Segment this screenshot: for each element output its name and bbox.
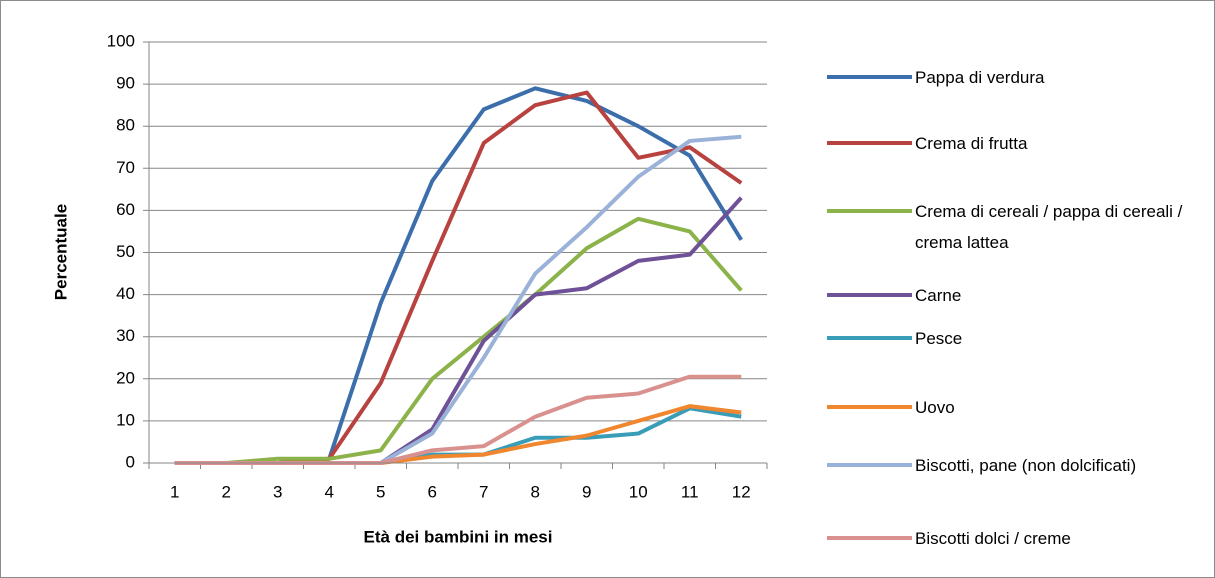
x-tick-label: 1 bbox=[170, 482, 179, 501]
y-tick-label: 0 bbox=[126, 452, 135, 471]
series-line bbox=[174, 216, 743, 465]
x-tick-label: 4 bbox=[325, 482, 334, 501]
y-tick-label: 50 bbox=[116, 242, 135, 261]
y-tick-label: 60 bbox=[116, 200, 135, 219]
x-axis-title: Età dei bambini in mesi bbox=[364, 527, 553, 546]
y-tick-label: 90 bbox=[116, 74, 135, 93]
y-tick-label: 70 bbox=[116, 158, 135, 177]
legend-label: Crema di cereali / pappa di cereali / cr… bbox=[915, 201, 1183, 252]
x-tick-label: 6 bbox=[428, 482, 437, 501]
y-tick-label: 10 bbox=[116, 410, 135, 429]
y-axis-title: Percentuale bbox=[51, 204, 70, 300]
y-tick-label: 30 bbox=[116, 326, 135, 345]
legend-label: Carne bbox=[915, 285, 962, 305]
x-tick-label: 3 bbox=[273, 482, 282, 501]
y-tick-label: 100 bbox=[107, 31, 135, 50]
x-tick-label: 8 bbox=[531, 482, 540, 501]
legend-label: Uovo bbox=[915, 397, 955, 417]
x-tick-label: 2 bbox=[222, 482, 231, 501]
x-tick-label: 10 bbox=[629, 482, 648, 501]
legend-label: Pappa di verdura bbox=[915, 67, 1045, 87]
y-tick-label: 80 bbox=[116, 116, 135, 135]
legend-label: Pesce bbox=[915, 328, 963, 348]
x-tick-label: 5 bbox=[376, 482, 385, 501]
x-tick-label: 9 bbox=[582, 482, 591, 501]
x-tick-label: 7 bbox=[479, 482, 488, 501]
legend-label: Biscotti dolci / creme bbox=[915, 528, 1071, 548]
x-tick-label: 12 bbox=[732, 482, 751, 501]
legend-label: Crema di frutta bbox=[915, 133, 1028, 153]
y-tick-label: 40 bbox=[116, 284, 135, 303]
y-tick-label: 20 bbox=[116, 368, 135, 387]
x-tick-label: 11 bbox=[681, 482, 699, 501]
legend-label: Biscotti, pane (non dolcificati) bbox=[915, 455, 1137, 475]
